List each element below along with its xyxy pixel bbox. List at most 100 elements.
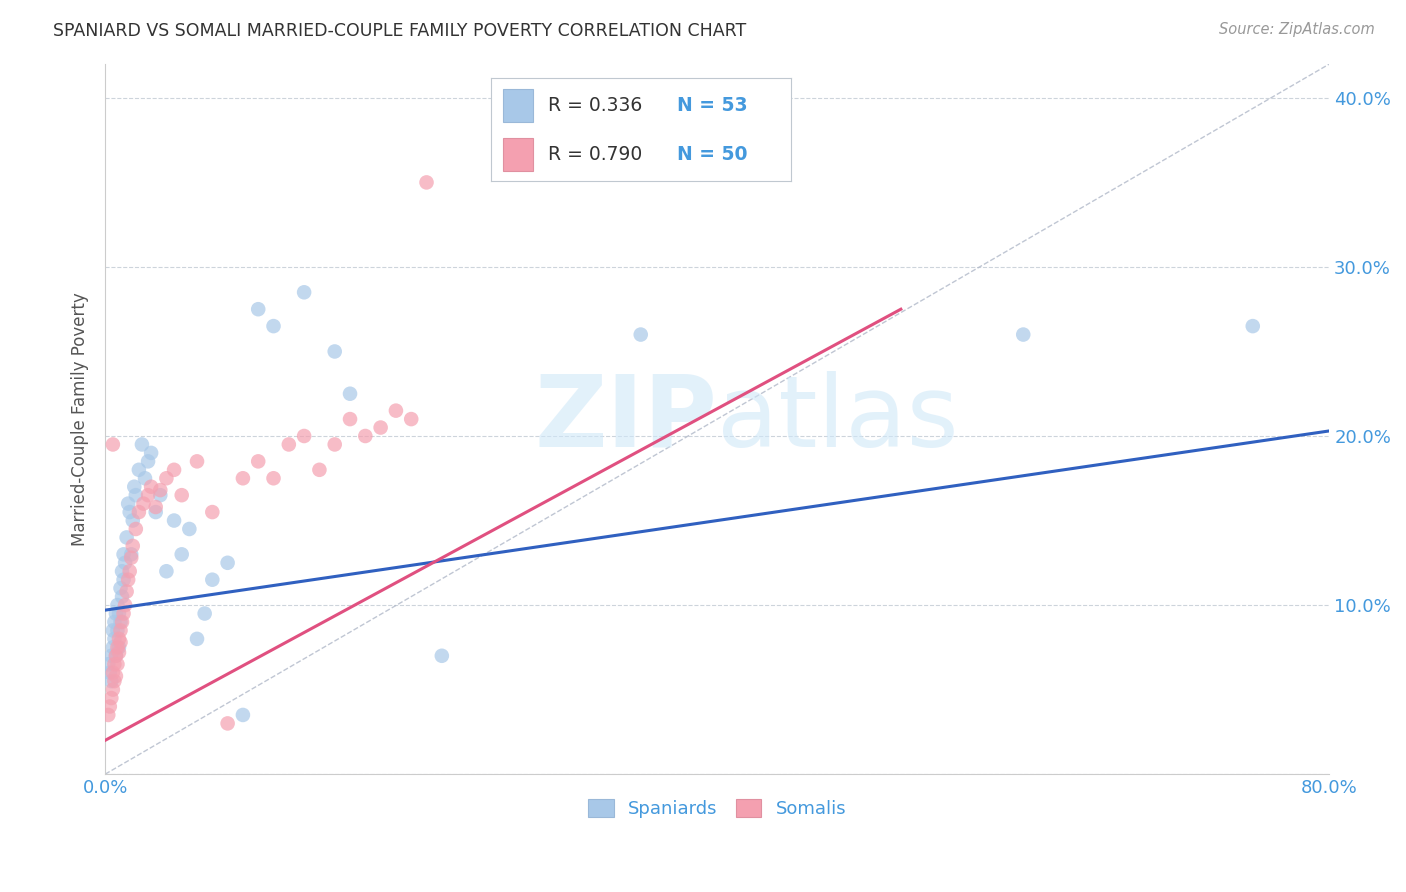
Point	[104, 607, 127, 621]
Point	[101, 437, 124, 451]
Point	[111, 615, 134, 629]
Point	[145, 500, 167, 514]
Point	[399, 412, 422, 426]
Point	[103, 615, 125, 629]
Point	[201, 505, 224, 519]
Point	[131, 437, 153, 451]
Point	[114, 556, 136, 570]
Point	[136, 454, 159, 468]
Point	[110, 635, 132, 649]
Point	[1012, 327, 1035, 342]
Point	[128, 505, 150, 519]
Point	[108, 645, 131, 659]
Point	[201, 573, 224, 587]
Point	[97, 657, 120, 672]
Point	[179, 522, 201, 536]
Point	[217, 556, 239, 570]
Point	[121, 514, 143, 528]
Point	[98, 699, 121, 714]
Point	[110, 624, 132, 638]
Point	[111, 590, 134, 604]
Point	[145, 505, 167, 519]
Point	[323, 437, 346, 451]
Point	[107, 657, 129, 672]
Point	[108, 640, 131, 655]
Point	[385, 403, 408, 417]
Point	[120, 547, 142, 561]
Point	[630, 327, 652, 342]
Point	[217, 716, 239, 731]
Point	[117, 497, 139, 511]
Point	[98, 665, 121, 680]
Point	[186, 632, 208, 646]
Point	[103, 674, 125, 689]
Y-axis label: Married-Couple Family Poverty: Married-Couple Family Poverty	[72, 293, 89, 546]
Point	[186, 454, 208, 468]
Point	[111, 564, 134, 578]
Point	[97, 708, 120, 723]
Point	[339, 412, 361, 426]
Point	[139, 446, 162, 460]
Point	[370, 420, 392, 434]
Point	[118, 505, 141, 519]
Point	[121, 539, 143, 553]
Point	[104, 648, 127, 663]
Point	[108, 632, 131, 646]
Point	[110, 581, 132, 595]
Point	[132, 497, 155, 511]
Point	[101, 624, 124, 638]
Point	[112, 607, 135, 621]
Point	[232, 471, 254, 485]
Point	[115, 531, 138, 545]
Point	[103, 632, 125, 646]
Point	[163, 463, 186, 477]
Point	[339, 386, 361, 401]
Point	[170, 547, 193, 561]
Point	[124, 480, 146, 494]
Point	[107, 598, 129, 612]
Point	[108, 607, 131, 621]
Text: ZIP: ZIP	[534, 370, 717, 467]
Point	[308, 463, 330, 477]
Point	[194, 607, 217, 621]
Point	[120, 550, 142, 565]
Point	[100, 674, 122, 689]
Legend: Spaniards, Somalis: Spaniards, Somalis	[581, 792, 853, 825]
Point	[163, 514, 186, 528]
Point	[114, 598, 136, 612]
Point	[134, 471, 156, 485]
Point	[354, 429, 377, 443]
Point	[115, 584, 138, 599]
Point	[149, 488, 172, 502]
Point	[104, 648, 127, 663]
Text: Source: ZipAtlas.com: Source: ZipAtlas.com	[1219, 22, 1375, 37]
Point	[125, 522, 148, 536]
Point	[112, 573, 135, 587]
Point	[139, 480, 162, 494]
Point	[430, 648, 453, 663]
Point	[149, 483, 172, 497]
Point	[136, 488, 159, 502]
Point	[117, 573, 139, 587]
Point	[101, 682, 124, 697]
Point	[170, 488, 193, 502]
Point	[110, 615, 132, 629]
Point	[247, 302, 270, 317]
Point	[107, 640, 129, 655]
Text: SPANIARD VS SOMALI MARRIED-COUPLE FAMILY POVERTY CORRELATION CHART: SPANIARD VS SOMALI MARRIED-COUPLE FAMILY…	[53, 22, 747, 40]
Point	[155, 471, 177, 485]
Point	[263, 319, 285, 334]
Point	[101, 640, 124, 655]
Point	[323, 344, 346, 359]
Point	[277, 437, 299, 451]
Point	[128, 463, 150, 477]
Point	[415, 175, 437, 189]
Point	[263, 471, 285, 485]
Point	[292, 429, 315, 443]
Point	[100, 691, 122, 706]
Text: atlas: atlas	[717, 370, 959, 467]
Point	[292, 285, 315, 300]
Point	[232, 708, 254, 723]
Point	[118, 564, 141, 578]
Point	[104, 669, 127, 683]
